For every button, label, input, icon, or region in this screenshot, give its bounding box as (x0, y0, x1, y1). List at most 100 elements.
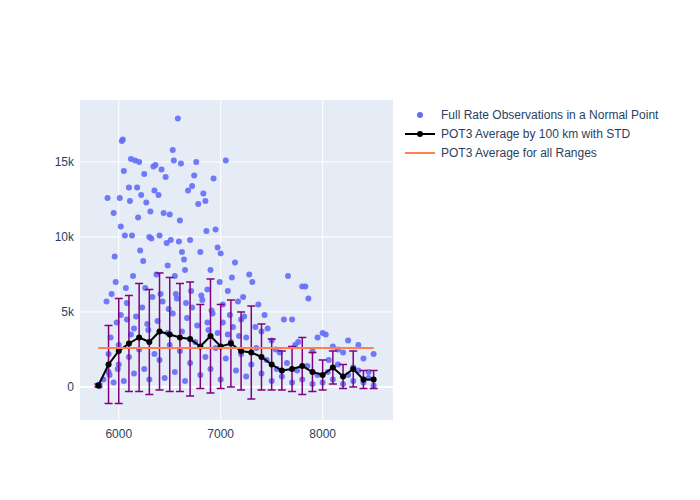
scatter-point (129, 232, 135, 238)
scatter-point (161, 210, 167, 216)
scatter-point (145, 327, 151, 333)
line-marker (258, 354, 264, 360)
series-line (98, 347, 373, 349)
error-bar (268, 339, 276, 390)
scatter-point (163, 174, 169, 180)
scatter-point (131, 325, 137, 331)
series-line (98, 331, 373, 385)
line-marker (157, 328, 163, 334)
scatter-point (104, 298, 110, 304)
scatter-point (211, 175, 217, 181)
x-tick-label: 7000 (207, 427, 234, 441)
scatter-point (295, 339, 301, 345)
scatter-point (105, 195, 111, 201)
scatter-point (289, 316, 295, 322)
scatter-point (139, 304, 145, 310)
scatter-point (130, 273, 136, 279)
scatter-point (160, 298, 166, 304)
scatter-point (152, 162, 158, 168)
x-grid-line (118, 100, 119, 420)
scatter-point (235, 298, 241, 304)
line-marker (360, 376, 366, 382)
line-marker (187, 336, 193, 342)
line-marker (350, 366, 356, 372)
scatter-point (184, 315, 190, 321)
scatter-point (200, 190, 206, 196)
error-bar (298, 337, 306, 394)
scatter-point (147, 208, 153, 214)
error-bar (176, 283, 184, 391)
scatter-point (157, 232, 163, 238)
line-marker (309, 369, 315, 375)
legend-item: POT3 Average by 100 km with STD (405, 127, 631, 141)
legend-label: POT3 Average for all Ranges (441, 146, 597, 160)
scatter-point (197, 249, 203, 255)
scatter-point (122, 232, 128, 238)
scatter-point (117, 195, 123, 201)
scatter-point (179, 249, 185, 255)
scatter-point (305, 295, 311, 301)
error-bar (247, 306, 255, 399)
scatter-point (134, 184, 140, 190)
scatter-point (175, 115, 181, 121)
scatter-point (159, 166, 165, 172)
scatter-point (138, 192, 144, 198)
scatter-point (232, 259, 238, 265)
error-bar (349, 351, 357, 387)
y-tick-label: 15k (55, 155, 75, 169)
scatter-point (249, 279, 255, 285)
scatter-point (191, 172, 197, 178)
scatter-point (199, 297, 205, 303)
error-bar (186, 282, 194, 396)
scatter-point (121, 168, 127, 174)
scatter-point (285, 273, 291, 279)
scatter-point (140, 258, 146, 264)
scatter-point (109, 291, 115, 297)
scatter-point (241, 313, 247, 319)
error-bar (105, 325, 113, 403)
line-marker (330, 364, 336, 370)
scatter-point (166, 306, 172, 312)
line-marker (208, 333, 214, 339)
scatter-point (182, 267, 188, 273)
scatter-point (111, 210, 117, 216)
scatter-point (240, 294, 246, 300)
scatter-point (148, 235, 154, 241)
scatter-point (127, 198, 133, 204)
y-tick-label: 10k (55, 230, 75, 244)
error-bar (288, 346, 296, 391)
scatter-point (135, 214, 141, 220)
scatter-point (213, 226, 219, 232)
scatter-point (255, 301, 261, 307)
scatter-point (223, 157, 229, 163)
scatter-point (176, 238, 182, 244)
x-tick-label: 6000 (105, 427, 132, 441)
error-bar (329, 351, 337, 384)
scatter-point (233, 367, 239, 373)
scatter-point (133, 313, 139, 319)
scatter-point (170, 147, 176, 153)
y-tick-label: 0 (67, 380, 74, 394)
line-marker (95, 382, 101, 388)
error-bar (115, 298, 123, 403)
scatter-point (165, 262, 171, 268)
error-bar (308, 352, 316, 391)
scatter-point (156, 192, 162, 198)
line-marker (289, 366, 295, 372)
scatter-point (126, 184, 132, 190)
scatter-point (227, 312, 233, 318)
scatter-point (112, 253, 118, 259)
scatter-point (202, 198, 208, 204)
scatter-point (223, 355, 229, 361)
error-bar (319, 360, 327, 390)
scatter-point (171, 157, 177, 163)
y-grid-line (80, 161, 393, 162)
line-marker (228, 340, 234, 346)
line-marker (167, 331, 173, 337)
scatter-point (167, 211, 173, 217)
error-bar (196, 304, 204, 388)
scatter-point (360, 355, 366, 361)
scatter-point (141, 366, 147, 372)
y-grid-line (80, 311, 393, 312)
scatter-point (326, 357, 332, 363)
